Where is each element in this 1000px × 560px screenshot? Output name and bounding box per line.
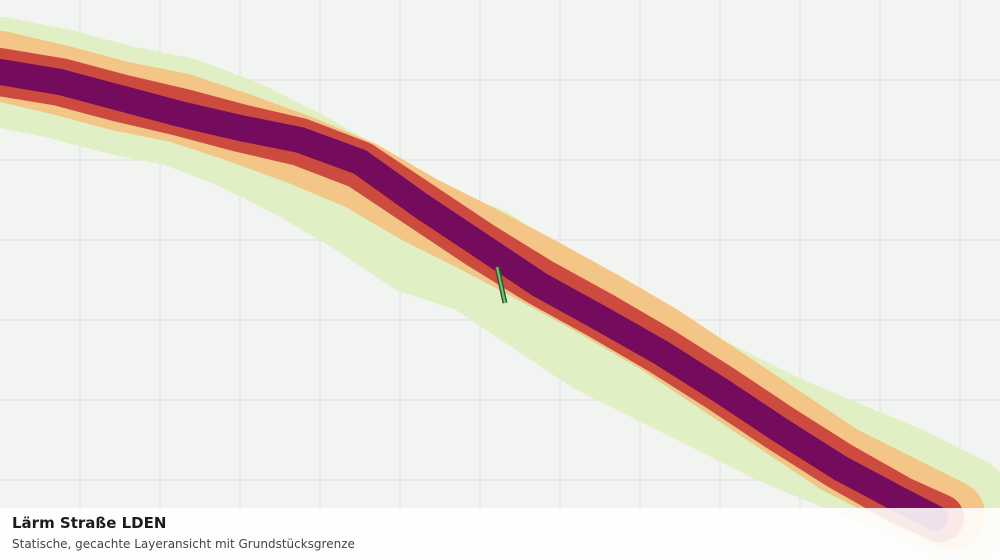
- parcel-fill: [496, 266, 506, 304]
- noise-zone-70: [0, 59, 948, 531]
- legend-footer: Lärm Straße LDEN Statische, gecachte Lay…: [0, 508, 1000, 560]
- layer-subtitle: Statische, gecachte Layeransicht mit Gru…: [12, 537, 355, 551]
- noise-bands: [0, 17, 1000, 560]
- layer-title: Lärm Straße LDEN: [12, 514, 167, 532]
